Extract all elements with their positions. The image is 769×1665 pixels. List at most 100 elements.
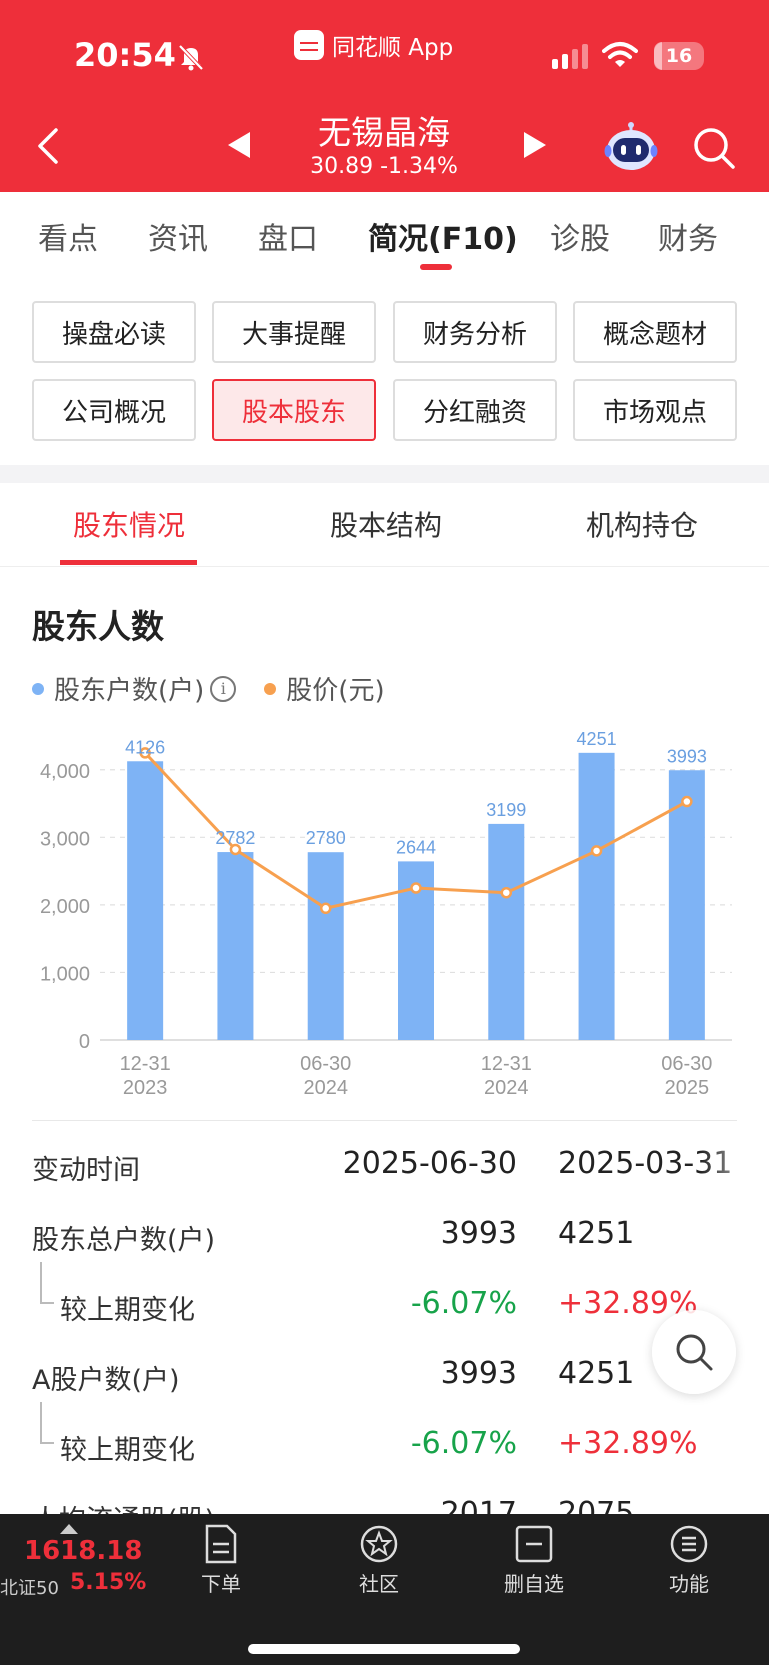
y-tick-label: 2,000 xyxy=(40,896,90,918)
price-point xyxy=(590,845,603,857)
chart-table-separator xyxy=(32,1120,737,1121)
battery-indicator: 16 xyxy=(654,42,704,70)
expand-up-icon xyxy=(60,1524,78,1534)
tab-highlights[interactable]: 看点 xyxy=(38,222,98,257)
nav-place-order[interactable]: 下单 xyxy=(166,1524,276,1597)
nav-label: 下单 xyxy=(201,1572,241,1596)
cellular-signal-icon xyxy=(552,44,588,69)
back-icon[interactable] xyxy=(34,126,64,166)
magnifier-icon xyxy=(676,1334,713,1371)
x-tick-label: 06-30 xyxy=(661,1053,712,1075)
btn-financial-analysis[interactable]: 财务分析 xyxy=(393,301,557,363)
bar-value-label: 2780 xyxy=(306,828,346,848)
bottom-bar: 1618.18 北证50 5.15% 下单 社区 删自选 功能 xyxy=(0,1514,769,1665)
robot-assistant-icon[interactable] xyxy=(604,122,658,172)
section-gap xyxy=(0,465,769,483)
table-row-change: 较上期变化 -6.07% +32.89% xyxy=(0,1410,769,1480)
nav-label: 社区 xyxy=(359,1572,399,1596)
bar-value-label: 3199 xyxy=(486,800,526,820)
battery-level xyxy=(654,42,662,70)
app-name: 同花顺 App xyxy=(332,35,454,61)
x-tick-label: 12-31 xyxy=(120,1053,171,1075)
bar xyxy=(488,823,525,1040)
remove-watchlist-icon xyxy=(515,1525,553,1563)
prev-stock-icon[interactable] xyxy=(228,132,250,158)
bar-value-label: 4126 xyxy=(125,737,165,757)
row-label: 人均流通股(股) xyxy=(32,1498,215,1514)
row-value-previous: 4251 xyxy=(558,1356,635,1391)
divider xyxy=(0,566,769,567)
row-label: 较上期变化 xyxy=(60,1295,195,1326)
status-time: 20:54 xyxy=(74,36,176,74)
bar xyxy=(217,852,254,1040)
subtab-institutional-holdings[interactable]: 机构持仓 xyxy=(586,509,699,542)
row-label: A股户数(户) xyxy=(32,1365,180,1396)
tab-news[interactable]: 资讯 xyxy=(148,222,208,257)
price-point xyxy=(229,843,242,856)
row-label: 变动时间 xyxy=(32,1155,140,1186)
table-row-a-share-holders: A股户数(户) 3993 4251 xyxy=(0,1340,769,1410)
row-value-current: 3993 xyxy=(440,1216,517,1251)
y-tick-label: 0 xyxy=(79,1031,90,1053)
row-value-current: -6.07% xyxy=(410,1286,517,1321)
nav-remove-watchlist[interactable]: 删自选 xyxy=(479,1524,589,1597)
tree-connector xyxy=(40,1402,54,1444)
row-value-previous: +32.89% xyxy=(558,1426,698,1461)
info-icon[interactable]: i xyxy=(210,675,237,702)
tab-active-indicator xyxy=(420,264,452,270)
app-logo-icon xyxy=(294,30,324,60)
nav-functions[interactable]: 功能 xyxy=(634,1524,744,1597)
row-value-current: 2017 xyxy=(440,1496,517,1514)
bar xyxy=(578,752,615,1040)
bar-value-label: 4251 xyxy=(577,730,617,749)
bar xyxy=(307,852,344,1040)
btn-market-views[interactable]: 市场观点 xyxy=(573,379,737,441)
row-value-previous: 4251 xyxy=(558,1216,635,1251)
row-label: 股东总户数(户) xyxy=(32,1225,216,1256)
battery-percent: 16 xyxy=(665,45,693,67)
price-point xyxy=(410,882,422,894)
nav-community[interactable]: 社区 xyxy=(324,1524,434,1597)
shareholder-table: 变动时间 2025-06-30 2025-03-31 股东总户数(户) 3993… xyxy=(0,1130,769,1514)
y-tick-label: 4,000 xyxy=(40,761,90,783)
tab-f10-profile[interactable]: 简况(F10) xyxy=(368,222,518,257)
nav-label: 删自选 xyxy=(504,1572,564,1596)
tab-quotes[interactable]: 盘口 xyxy=(258,222,318,257)
home-indicator xyxy=(248,1644,520,1654)
floating-search-button[interactable] xyxy=(652,1310,736,1394)
x-tick-label: 2023 xyxy=(123,1077,168,1099)
bar xyxy=(668,770,705,1040)
x-tick-label: 12-31 xyxy=(481,1053,532,1075)
price-point xyxy=(319,902,332,915)
table-row-total-holders: 股东总户数(户) 3993 4251 xyxy=(0,1200,769,1270)
next-stock-icon[interactable] xyxy=(524,132,546,158)
nav-label: 功能 xyxy=(669,1572,709,1596)
app-back-link[interactable]: 同花顺 App xyxy=(294,28,453,62)
btn-dividends-financing[interactable]: 分红融资 xyxy=(393,379,557,441)
price-point xyxy=(139,747,151,759)
bar xyxy=(127,761,164,1040)
row-value-current: -6.07% xyxy=(410,1426,517,1461)
bell-muted-icon xyxy=(178,44,204,71)
row-value-current: 3993 xyxy=(440,1356,517,1391)
index-name: 北证50 xyxy=(0,1578,59,1599)
search-icon[interactable] xyxy=(692,126,736,170)
tab-finance[interactable]: 财务 xyxy=(658,222,718,257)
table-row-avg-float-shares: 人均流通股(股) 2017 2075 xyxy=(0,1480,769,1514)
btn-concept-themes[interactable]: 概念题材 xyxy=(573,301,737,363)
tab-diagnosis[interactable]: 诊股 xyxy=(550,222,610,257)
btn-shareholders[interactable]: 股本股东 xyxy=(212,379,376,441)
wifi-icon xyxy=(602,42,638,67)
btn-company-overview[interactable]: 公司概况 xyxy=(32,379,196,441)
table-row-date: 变动时间 2025-06-30 2025-03-31 xyxy=(0,1130,769,1200)
shareholder-count-chart: 0 1,000 2,000 3,000 4,000 4126 2782 2780 2644 319… xyxy=(40,730,732,1099)
btn-trading-essentials[interactable]: 操盘必读 xyxy=(32,301,196,363)
btn-event-reminders[interactable]: 大事提醒 xyxy=(212,301,376,363)
legend-holders-label: 股东户数(户) xyxy=(54,676,205,706)
row-label: 较上期变化 xyxy=(60,1435,195,1466)
subtab-shareholder-info[interactable]: 股东情况 xyxy=(73,509,186,542)
subtab-share-structure[interactable]: 股本结构 xyxy=(330,509,443,542)
index-value: 1618.18 xyxy=(24,1536,143,1566)
row-value-previous: 2075 xyxy=(558,1496,635,1514)
bar-value-label: 3993 xyxy=(667,746,707,766)
